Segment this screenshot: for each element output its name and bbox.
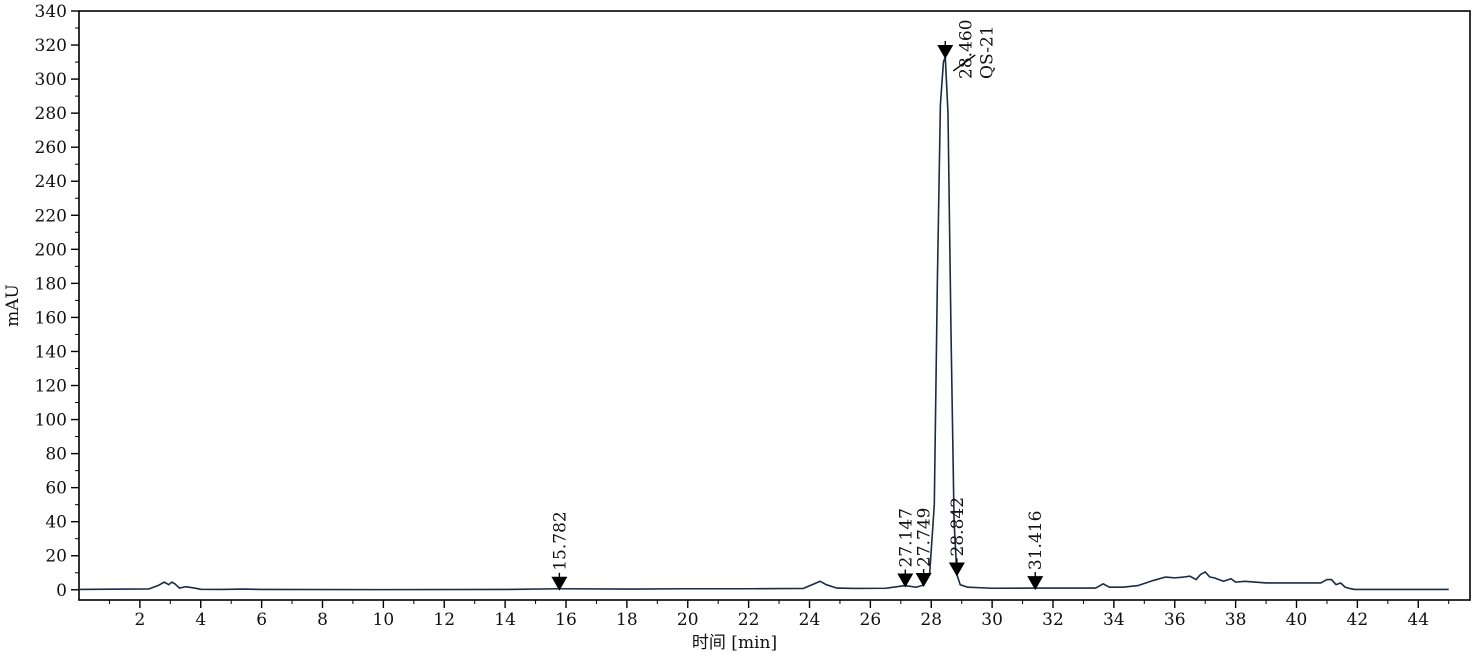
x-tick-label: 16: [555, 610, 577, 630]
y-tick-label: 180: [35, 274, 67, 294]
peak-marker: 31.416: [1026, 511, 1046, 591]
y-tick-label: 60: [45, 479, 67, 499]
y-tick-label: 240: [35, 172, 67, 192]
series-layer: [78, 56, 1449, 591]
x-tick-label: 32: [1042, 610, 1064, 630]
y-axis-label: mAU: [3, 284, 23, 327]
y-tick-label: 120: [35, 377, 67, 397]
x-tick-label: 4: [195, 610, 206, 630]
peak-triangle: [948, 562, 965, 577]
peak-rt-label: 27.147: [896, 508, 916, 567]
x-tick-label: 6: [256, 610, 267, 630]
x-tick-label: 30: [981, 610, 1003, 630]
y-tick-label: 20: [45, 547, 67, 567]
x-tick-label: 18: [616, 610, 638, 630]
x-tick-label: 36: [1164, 610, 1186, 630]
peak-triangle: [1027, 576, 1044, 591]
peak-rt-label: 27.749: [915, 508, 935, 567]
y-axis: 0 20 40 60 80 100 120 140 160 180 200 220 240 260 280 3…: [35, 2, 79, 601]
x-tick-label: 34: [1103, 610, 1125, 630]
y-tick-label: 100: [35, 411, 67, 431]
x-tick-label: 42: [1347, 610, 1369, 630]
peak-rt-label: 28.842: [948, 497, 968, 556]
peak-marker: 28.460 QS-21: [937, 19, 997, 79]
y-tick-label: 320: [35, 36, 67, 56]
x-tick-label: 28: [920, 610, 942, 630]
x-tick-label: 20: [677, 610, 699, 630]
x-axis: 2 4 6 8 10 12 14 16 18 20 22 24 26 28 30 32 34 36 38 40 42 44: [108, 600, 1450, 630]
peak-triangle: [551, 576, 568, 591]
y-tick-label: 280: [35, 104, 67, 124]
peak-name-label: QS-21: [977, 25, 997, 79]
y-tick-label: 200: [35, 240, 67, 260]
x-tick-label: 2: [134, 610, 145, 630]
x-tick-label: 14: [494, 610, 516, 630]
peak-rt-label: 31.416: [1026, 511, 1046, 570]
peak-triangle: [897, 573, 914, 588]
plot-area: [78, 10, 1471, 601]
y-tick-label: 260: [35, 138, 67, 158]
y-tick-label: 220: [35, 206, 67, 226]
peak-triangle: [915, 573, 932, 588]
y-tick-label: 40: [45, 513, 67, 533]
x-tick-label: 24: [799, 610, 821, 630]
peak-marker: 27.749: [915, 508, 935, 588]
y-tick-label: 300: [35, 70, 67, 90]
peak-leader: [952, 54, 976, 72]
x-tick-label: 12: [433, 610, 455, 630]
peak-rt-label: 15.782: [550, 511, 570, 570]
x-tick-label: 10: [373, 610, 395, 630]
peak-marker: 27.147: [896, 508, 916, 588]
x-tick-label: 26: [860, 610, 882, 630]
y-tick-label: 80: [45, 445, 67, 465]
plot-frame: [78, 10, 1471, 601]
peak-marker: 28.842: [948, 497, 968, 577]
y-tick-label: 340: [35, 2, 67, 22]
x-tick-label: 38: [1225, 610, 1247, 630]
x-tick-label: 8: [317, 610, 328, 630]
series-line: [78, 56, 1449, 591]
x-axis-label: 时间 [min]: [692, 633, 777, 653]
y-tick-label: 160: [35, 308, 67, 328]
x-tick-label: 44: [1407, 610, 1429, 630]
y-tick-label: 140: [35, 342, 67, 362]
y-tick-label: 0: [56, 581, 67, 601]
x-tick-label: 40: [1286, 610, 1308, 630]
peak-triangle: [937, 44, 954, 59]
peak-rt-label: 28.460: [956, 19, 976, 78]
peak-marker: 15.782: [550, 511, 570, 591]
x-tick-label: 22: [738, 610, 760, 630]
